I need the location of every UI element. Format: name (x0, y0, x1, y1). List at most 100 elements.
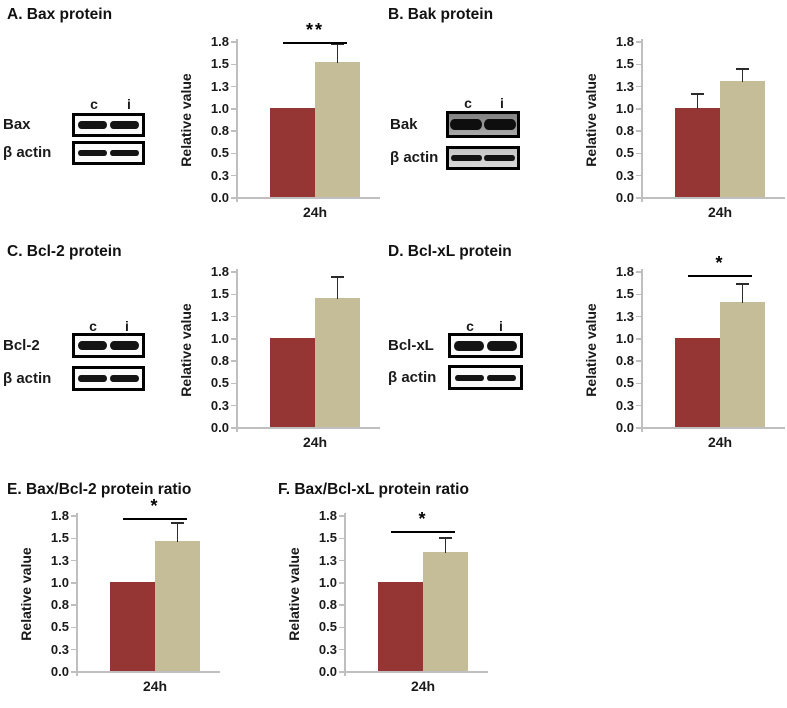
y-tick-mark (636, 293, 641, 296)
y-tick-mark (636, 315, 641, 318)
y-tick-label: 0.8 (210, 353, 229, 369)
protein-band (110, 150, 139, 156)
protein-band (110, 375, 139, 382)
error-bar-cap-i (331, 276, 344, 279)
blot-image-bak (446, 111, 520, 138)
bar-chart-bcl2: Relative value 1.8 1.5 1.3 1.0 0.8 0.5 0.3 0.0 24… (178, 264, 380, 450)
y-tick-mark (71, 582, 76, 584)
bar-i (315, 297, 360, 427)
y-tick-mark (636, 382, 641, 385)
significance-line (391, 531, 455, 534)
y-tick-label: 1.8 (318, 508, 337, 523)
y-tick-label: 0.5 (210, 375, 229, 391)
y-tick-mark (231, 85, 236, 88)
y-tick-label: 0.5 (318, 619, 337, 635)
y-tick-label: 0.3 (318, 641, 337, 657)
error-bar-i (336, 43, 339, 63)
y-axis-title: Relative value (177, 42, 195, 198)
y-tick-mark (339, 604, 344, 606)
x-category-label: 24h (707, 204, 733, 220)
protein-band (451, 155, 482, 161)
blot-image-actin (72, 141, 145, 165)
y-axis-line (641, 39, 643, 202)
x-axis-line (72, 671, 220, 673)
y-tick-mark (71, 648, 76, 651)
y-tick-label: 1.5 (615, 286, 634, 302)
error-bar-i (741, 68, 744, 83)
y-tick-mark (636, 197, 641, 199)
panel-d-title: D. Bcl-xL protein (388, 243, 512, 260)
y-tick-mark (339, 537, 344, 540)
protein-band (484, 155, 515, 161)
significance-asterisks: * (418, 509, 428, 530)
y-axis-title: Relative value (285, 516, 303, 672)
bar-c (110, 581, 155, 671)
y-tick-mark (231, 427, 236, 429)
y-axis-line (236, 39, 238, 202)
y-tick-mark (231, 41, 236, 43)
error-bar-cap-i (171, 522, 184, 525)
y-tick-label: 1.0 (615, 330, 634, 346)
y-tick-label: 1.0 (210, 330, 229, 346)
blot-row-label: Bcl-2 (3, 337, 40, 354)
blot-row-label: Bcl-xL (388, 337, 434, 354)
y-tick-label: 0.3 (210, 397, 229, 413)
y-tick-label: 1.8 (50, 508, 69, 523)
y-tick-label: 0.5 (615, 145, 634, 161)
y-tick-mark (339, 626, 344, 629)
y-tick-mark (71, 671, 76, 673)
western-blot-bax: c i Bax β actin (3, 96, 218, 170)
y-tick-label: 0.3 (615, 167, 634, 183)
blot-image-actin (72, 366, 145, 391)
y-tick-label: 1.8 (210, 34, 229, 49)
x-category-label: 24h (302, 204, 328, 220)
y-tick-label: 0.8 (615, 123, 634, 139)
protein-band (78, 341, 107, 350)
bar-c (675, 337, 720, 427)
bar-i (720, 81, 765, 197)
y-tick-mark (71, 537, 76, 540)
protein-band (454, 340, 484, 351)
y-tick-mark (231, 271, 236, 273)
significance-asterisks: * (150, 495, 160, 516)
error-bar-cap-i (736, 67, 749, 70)
y-tick-label: 1.3 (615, 308, 634, 324)
y-axis-title: Relative value (17, 516, 35, 672)
protein-band (483, 119, 516, 130)
y-tick-label: 0.8 (615, 353, 634, 369)
y-tick-mark (636, 427, 641, 429)
bar-c (675, 107, 720, 197)
y-tick-label: 1.5 (50, 530, 69, 546)
y-axis-title: Relative value (582, 42, 600, 198)
y-axis-title-text: Relative value (178, 73, 194, 167)
y-tick-label: 1.8 (210, 264, 229, 279)
protein-band (454, 374, 484, 381)
y-tick-label: 0.5 (50, 619, 69, 635)
y-axis-line (641, 269, 643, 432)
y-tick-label: 0.0 (318, 664, 337, 679)
y-tick-label: 0.8 (50, 597, 69, 613)
bar-chart-bclxl: Relative value 1.8 1.5 1.3 1.0 0.8 0.5 0.3 0.0 * 2… (583, 254, 785, 450)
western-blot-bak: c i Bak β actin (390, 95, 605, 177)
bar-c (270, 337, 315, 427)
y-tick-mark (71, 626, 76, 629)
bar-i (155, 540, 200, 671)
y-tick-mark (636, 404, 641, 407)
y-tick-label: 0.3 (210, 167, 229, 183)
y-tick-label: 1.0 (210, 100, 229, 116)
y-tick-mark (636, 152, 641, 155)
y-tick-label: 0.3 (615, 397, 634, 413)
y-tick-mark (231, 108, 236, 110)
x-category-label: 24h (707, 434, 733, 450)
y-tick-mark (231, 315, 236, 318)
lane-label-control: c (89, 318, 97, 334)
lane-label-control: c (464, 95, 472, 111)
y-tick-mark (339, 671, 344, 673)
y-axis-title-text: Relative value (583, 303, 599, 397)
error-bar-cap-i (439, 537, 452, 540)
protein-band (487, 374, 517, 381)
y-tick-mark (636, 63, 641, 66)
significance-asterisks: * (715, 252, 725, 273)
bar-chart-bax: Relative value 1.8 1.5 1.3 1.0 0.8 0.5 0.3 0.0 **… (178, 21, 380, 220)
